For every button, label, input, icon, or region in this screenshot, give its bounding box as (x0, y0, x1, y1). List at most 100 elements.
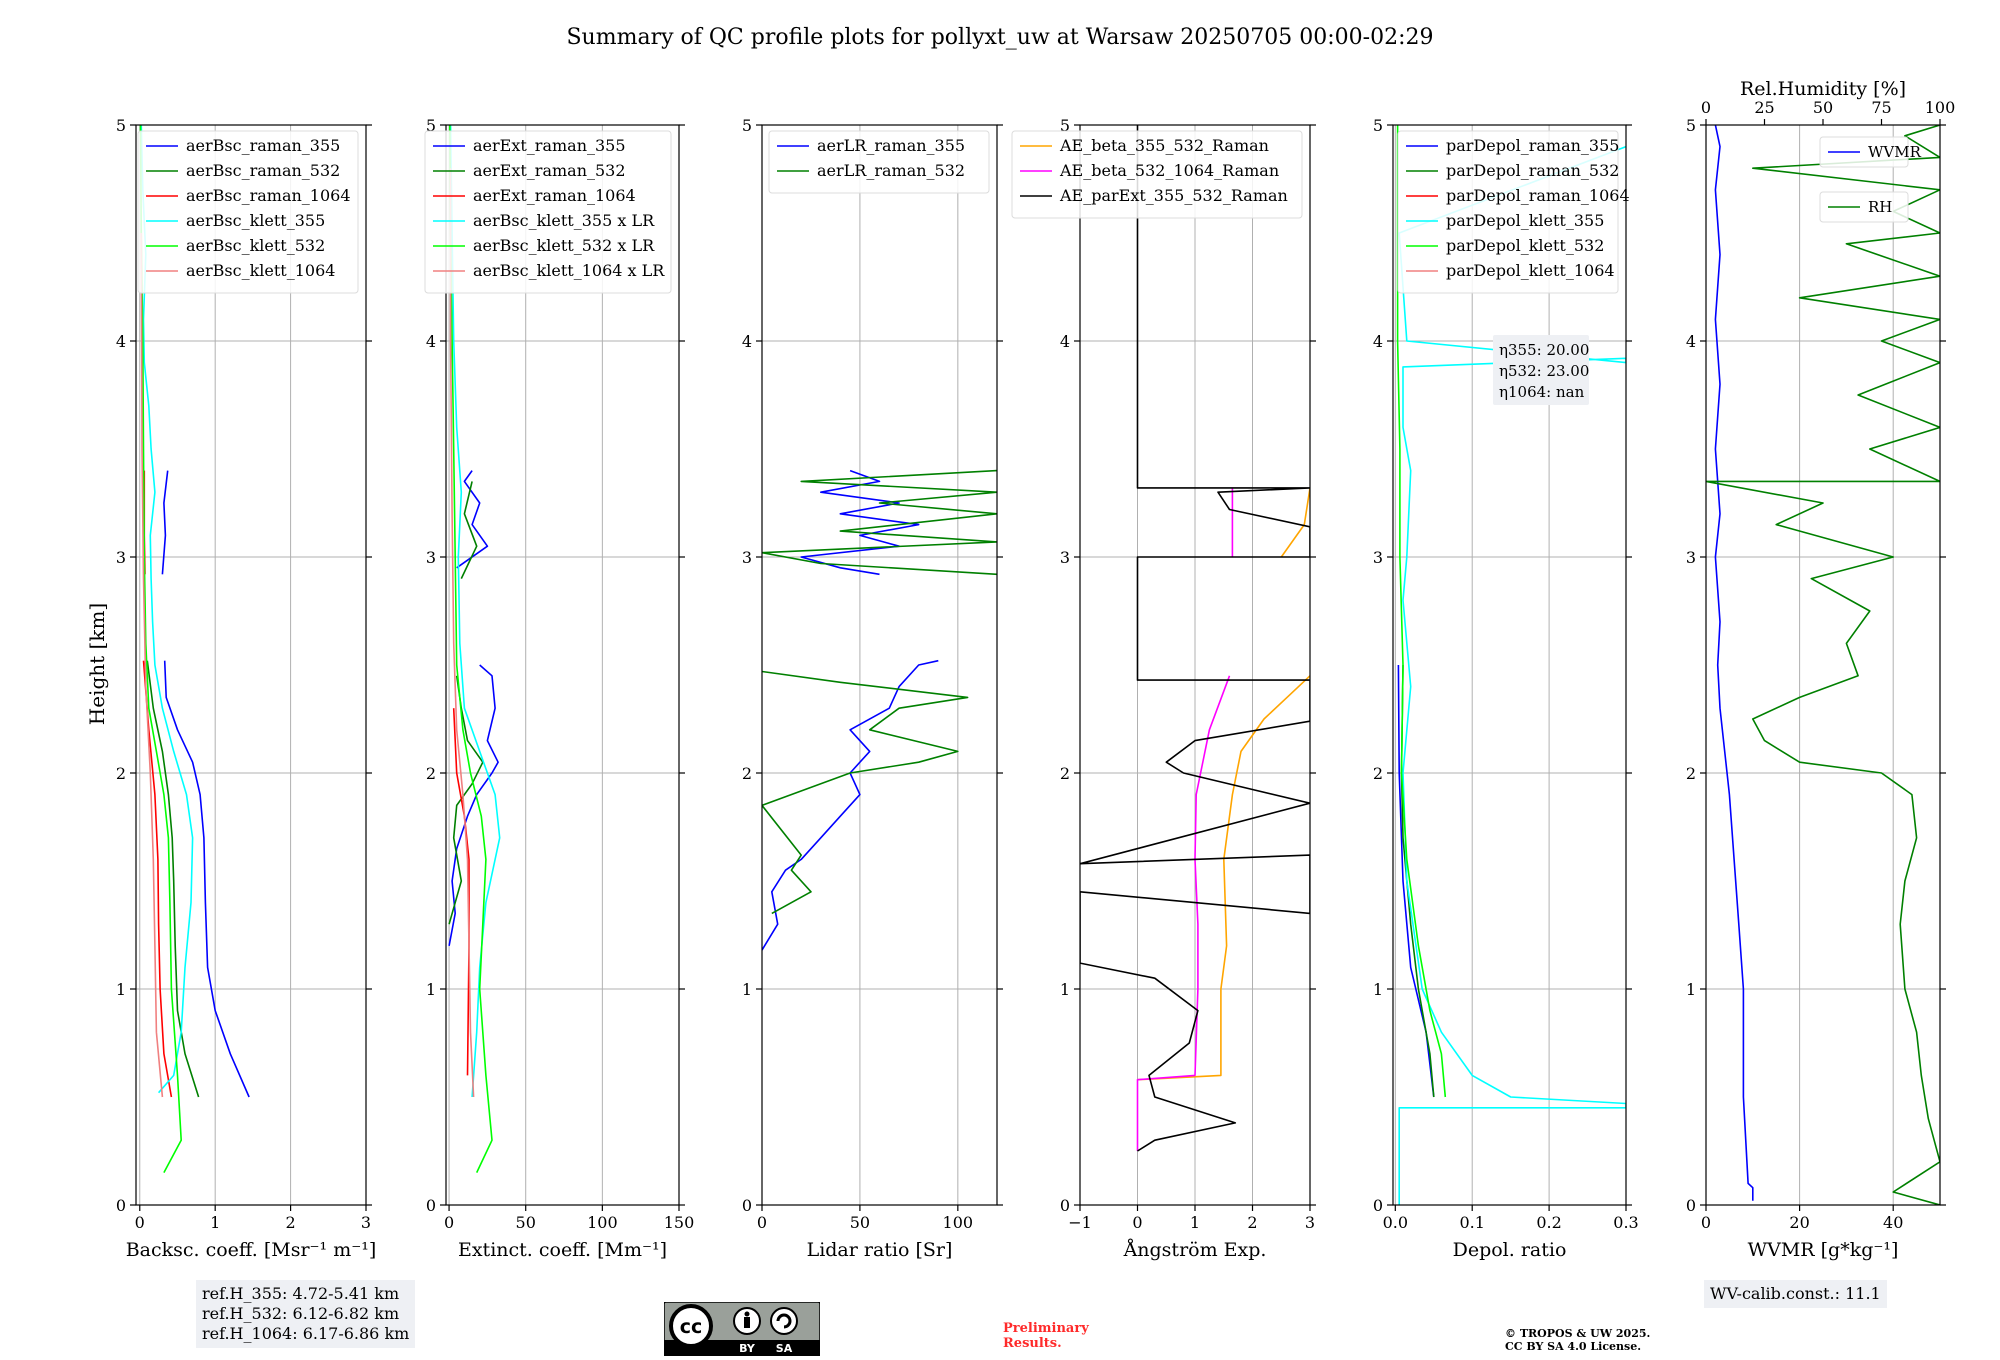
reference-height-box: ref.H_355: 4.72-5.41 km ref.H_532: 6.12-… (196, 1280, 416, 1348)
legend-entry: aerLR_raman_532 (817, 161, 965, 180)
axes-frame (135, 124, 367, 1206)
y-tick-label: 3 (1686, 548, 1696, 567)
legend-entry: aerBsc_klett_532 x LR (473, 236, 655, 255)
legend-entry: aerBsc_klett_532 (186, 236, 325, 255)
x-tick-label: −1 (1068, 1213, 1092, 1232)
x-tick-label: 20 (1789, 1213, 1809, 1232)
axes-frame (445, 124, 680, 1206)
x2-tick-label: 75 (1871, 98, 1891, 117)
legend-entry: parDepol_klett_355 (1446, 211, 1604, 230)
y-tick-label: 2 (426, 764, 436, 783)
series-line-ae-parext-355-532-raman (1080, 125, 1310, 1152)
legend-entry: aerBsc_klett_355 (186, 211, 325, 230)
series-line-rh (1706, 125, 1940, 1205)
x-tick-label: 100 (587, 1213, 618, 1232)
x-axis-label: Ångström Exp. (1123, 1239, 1267, 1261)
axes-frame (1705, 124, 1941, 1206)
y-tick-label: 2 (116, 764, 126, 783)
legend-entry: parDepol_klett_1064 (1446, 261, 1615, 280)
legend-entry: aerBsc_raman_532 (186, 161, 340, 180)
series-line-aerlr-raman-355 (800, 469, 920, 576)
y-tick-label: 1 (116, 980, 126, 999)
y-axis-label: Height [km] (85, 603, 109, 725)
x-tick-label: 3 (1305, 1213, 1315, 1232)
legend-entry: aerBsc_klett_355 x LR (473, 211, 655, 230)
share-alike-icon-arrow (776, 1313, 792, 1329)
series-line-aerext-raman-532 (448, 675, 484, 925)
copyright-line-2: CC BY SA 4.0 License. (1505, 1340, 1642, 1353)
cc-logo-icon (669, 1304, 713, 1348)
x-tick-label: 2 (285, 1213, 295, 1232)
series-line-aerbsc-raman-1064 (142, 660, 173, 1098)
y-tick-label: 5 (1060, 116, 1070, 135)
series-group (762, 469, 997, 951)
x-axis-label: Backsc. coeff. [Msr⁻¹ m⁻¹] (126, 1239, 377, 1261)
series-line-aerbsc-klett-1064-x-lr (449, 168, 475, 1098)
legend-box (1397, 130, 1619, 294)
eta-annotation-line: η1064: nan (1499, 383, 1585, 401)
panel-backscatter: 0 1 2 3 0 1 2 3 4 5 Backsc. coeff. [Msr⁻¹ m⁻¹] aerB… (116, 116, 376, 1261)
x-tick-label: 0.1 (1459, 1213, 1484, 1232)
y-tick-label: 5 (742, 116, 752, 135)
series-line-aerlr-raman-532 (762, 670, 969, 915)
series-line-aerext-raman-355 (448, 664, 499, 946)
share-alike-icon (770, 1307, 798, 1335)
series-line-ae-beta-355-532-raman (1280, 487, 1310, 558)
x2-tick-label: 0 (1701, 98, 1711, 117)
x-tick-label: 0 (444, 1213, 454, 1232)
y-tick-label: 1 (1373, 980, 1383, 999)
y-tick-label: 0 (116, 1196, 126, 1215)
panels: 0 1 2 3 0 1 2 3 4 5 Backsc. coeff. [Msr⁻¹ m⁻¹] aerB… (116, 78, 1955, 1261)
cc-logo-text: cc (680, 1316, 703, 1338)
legend-entry: aerBsc_raman_1064 (186, 186, 351, 205)
legend-box (424, 130, 672, 294)
panel-water_vapor: 0 20 40 0 1 2 3 4 5 WVMR [g*kg⁻¹] 0 25 50 75 100 Rel.Hu… (1686, 78, 1955, 1261)
y-tick-label: 3 (1060, 548, 1070, 567)
y-tick-label: 3 (426, 548, 436, 567)
legend-entry: AE_parExt_355_532_Raman (1059, 186, 1288, 205)
series-line-aerbsc-klett-532-x-lr (449, 125, 493, 1173)
preliminary-line-1: Preliminary (1003, 1321, 1089, 1336)
y-tick-label: 1 (1686, 980, 1696, 999)
legend-entry: aerBsc_klett_1064 (186, 261, 335, 280)
wv-calibration-box: WV-calib.const.: 11.1 (1704, 1280, 1887, 1308)
y-tick-label: 0 (1373, 1196, 1383, 1215)
x-tick-label: 1 (1190, 1213, 1200, 1232)
y-tick-label: 3 (116, 548, 126, 567)
x-tick-label: 2 (1247, 1213, 1257, 1232)
series-line-aerbsc-klett-1064 (140, 232, 164, 1098)
legend-box (768, 130, 990, 194)
preliminary-line-2: Results. (1003, 1336, 1062, 1351)
series-line-aerlr-raman-532 (762, 469, 997, 576)
y-tick-label: 5 (116, 116, 126, 135)
ref-h-1064: ref.H_1064: 6.17-6.86 km (202, 1324, 410, 1343)
figure-title: Summary of QC profile plots for pollyxt_… (566, 25, 1433, 50)
series-line-aerext-raman-1064 (452, 708, 470, 1076)
legend-box (1819, 136, 1909, 168)
series-line-wvmr (1714, 125, 1754, 1201)
x-tick-label: 0 (1132, 1213, 1142, 1232)
legend-box (1011, 130, 1303, 219)
x-axis-label: WVMR [g*kg⁻¹] (1748, 1239, 1899, 1261)
y-tick-label: 2 (1373, 764, 1383, 783)
x2-tick-label: 25 (1754, 98, 1774, 117)
x-tick-label: 100 (943, 1213, 974, 1232)
series-line-aerlr-raman-355 (762, 659, 939, 951)
legend-entry: parDepol_raman_532 (1446, 161, 1619, 180)
series-group (1396, 125, 1626, 1205)
panel-depolarization: 0.0 0.1 0.2 0.3 0 1 2 3 4 5 Depol. ratio parDepol_r… (1373, 116, 1639, 1261)
y-tick-label: 1 (742, 980, 752, 999)
series-line-ae-beta-355-532-raman (1137, 675, 1310, 1081)
x-tick-label: 50 (850, 1213, 870, 1232)
y-tick-label: 1 (1060, 980, 1070, 999)
panel-lidar_ratio: 0 50 100 0 1 2 3 4 5 Lidar ratio [Sr] aerLR_raman_… (742, 116, 1003, 1261)
series-group (448, 125, 501, 1173)
legend-entry: aerBsc_klett_1064 x LR (473, 261, 665, 280)
panel-extinction: 0 50 100 150 0 1 2 3 4 5 Extinct. coeff. [Mm⁻¹] aer… (424, 116, 694, 1261)
series-line-aerbsc-raman-355 (163, 660, 250, 1098)
series-group (1706, 125, 1940, 1205)
series-line-aerext-raman-355 (456, 470, 489, 569)
y-tick-label: 0 (1686, 1196, 1696, 1215)
ref-h-532: ref.H_532: 6.12-6.82 km (202, 1304, 400, 1323)
